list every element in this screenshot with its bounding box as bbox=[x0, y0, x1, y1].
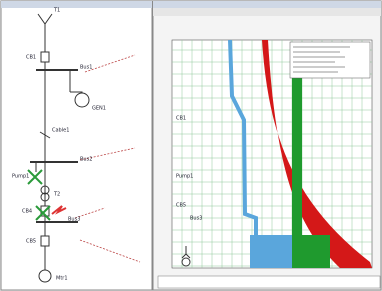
diagram-titlebar bbox=[1, 1, 152, 8]
node-label: Bus3 bbox=[68, 217, 80, 223]
plot-titlebar bbox=[153, 1, 381, 8]
node-label: CB4 bbox=[22, 209, 32, 215]
plot-label: Pump1 bbox=[176, 174, 193, 180]
toolbar bbox=[153, 8, 381, 16]
node-label: Bus2 bbox=[80, 157, 92, 163]
screenshot: T1 CB1 Bus1 GEN1 Cable1 Bus2 Pump1 T2 CB4 Bus3 CB5… bbox=[0, 0, 382, 291]
diagram-window bbox=[1, 1, 152, 290]
breaker bbox=[41, 52, 49, 62]
plot-label: Bus3 bbox=[190, 216, 202, 222]
plot-label: CB1 bbox=[176, 116, 186, 122]
node-label: Mtr1 bbox=[56, 276, 68, 282]
node-label: Bus1 bbox=[80, 65, 92, 71]
mini-motor bbox=[182, 258, 190, 266]
plot-label: CB5 bbox=[176, 203, 186, 209]
curve-region bbox=[250, 235, 292, 268]
node-label: T2 bbox=[53, 192, 60, 198]
node-label: T1 bbox=[53, 8, 60, 14]
node-label: CB5 bbox=[26, 239, 36, 245]
node-label: GEN1 bbox=[92, 106, 106, 112]
node-label: CB1 bbox=[26, 55, 36, 61]
status-panel bbox=[158, 276, 380, 288]
node-label: Cable1 bbox=[52, 128, 69, 134]
node-label: Pump1 bbox=[12, 174, 29, 180]
curve-region bbox=[292, 235, 330, 268]
breaker bbox=[41, 236, 49, 246]
